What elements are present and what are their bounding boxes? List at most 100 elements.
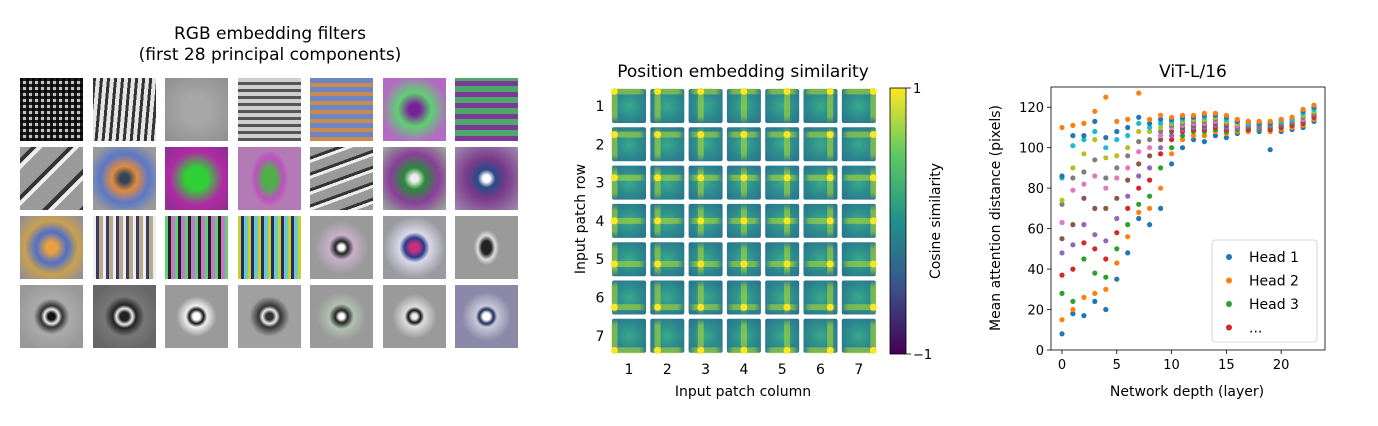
attention-point xyxy=(1114,260,1120,266)
similarity-tile xyxy=(688,318,723,354)
pos-x-ticks: 1 2 3 4 5 6 7 xyxy=(625,362,864,378)
attention-point xyxy=(1267,120,1273,126)
filter-thumbnail xyxy=(20,285,83,348)
attention-point xyxy=(1190,133,1197,139)
attention-point xyxy=(1256,122,1262,128)
filters-title: RGB embedding filters (first 28 principa… xyxy=(40,24,500,66)
similarity-tile xyxy=(841,280,877,315)
attention-point xyxy=(1245,124,1251,131)
attention-point xyxy=(1311,108,1317,114)
similarity-tile xyxy=(688,242,723,277)
similarity-tile xyxy=(688,127,723,162)
attention-point xyxy=(1081,151,1087,157)
vit-y-tick: 0 xyxy=(1036,344,1044,359)
filter-thumbnail xyxy=(92,285,156,348)
attention-point xyxy=(1212,122,1218,128)
pos-x-tick: 5 xyxy=(778,362,787,378)
filter-thumbnail xyxy=(237,78,301,141)
colorbar xyxy=(889,87,907,355)
attention-point xyxy=(1201,133,1207,139)
similarity-tile xyxy=(688,165,723,200)
attention-point xyxy=(1136,201,1142,207)
attention-point xyxy=(1136,149,1142,155)
attention-point xyxy=(1125,222,1131,228)
attention-point xyxy=(1234,122,1240,128)
filter-thumbnail xyxy=(455,78,518,141)
similarity-tile xyxy=(765,280,800,315)
attention-point xyxy=(1278,124,1284,131)
attention-point xyxy=(1278,128,1284,135)
attention-point xyxy=(1169,133,1175,139)
vit-y-tick: 120 xyxy=(1019,101,1044,116)
attention-point xyxy=(1267,118,1273,124)
attention-point xyxy=(1311,110,1317,116)
attention-point xyxy=(1267,122,1273,128)
attention-point xyxy=(1245,126,1251,133)
similarity-tile xyxy=(803,318,838,354)
similarity-tile xyxy=(610,318,646,354)
attention-point xyxy=(1103,145,1109,151)
attention-point xyxy=(1311,102,1317,108)
attention-point xyxy=(1234,124,1240,131)
similarity-tile xyxy=(803,280,838,315)
attention-point xyxy=(1311,110,1317,116)
attention-point xyxy=(1158,145,1164,151)
attention-point xyxy=(1169,120,1175,126)
filter-thumbnail xyxy=(382,216,446,279)
attention-point xyxy=(1311,112,1317,118)
attention-point xyxy=(1125,153,1131,159)
attention-point xyxy=(1300,114,1306,120)
vit-chart-title: ViT-L/16 xyxy=(1159,62,1227,82)
attention-point xyxy=(1223,120,1229,126)
similarity-tile xyxy=(726,203,761,238)
attention-point xyxy=(1300,112,1306,118)
attention-point xyxy=(1125,234,1131,240)
attention-point xyxy=(1311,112,1317,118)
attention-point xyxy=(1212,116,1218,122)
similarity-tile xyxy=(726,165,761,200)
similarity-tile xyxy=(650,87,685,123)
attention-point xyxy=(1278,126,1284,133)
attention-point xyxy=(1169,122,1175,128)
attention-point xyxy=(1245,118,1251,124)
attention-point xyxy=(1081,256,1087,262)
attention-point xyxy=(1125,165,1131,171)
attention-point xyxy=(1201,139,1207,145)
attention-point xyxy=(1158,116,1164,122)
attention-point xyxy=(1092,232,1098,238)
similarity-tile xyxy=(610,165,646,200)
vit-y-ticks: 0 20 40 60 80 100 120 xyxy=(1019,101,1051,359)
similarity-tile xyxy=(610,203,646,238)
filter-thumbnail xyxy=(237,216,301,279)
filter-thumbnail xyxy=(382,285,446,348)
attention-point xyxy=(1169,114,1175,120)
attention-point xyxy=(1190,114,1197,120)
attention-point xyxy=(1212,118,1218,124)
attention-point xyxy=(1092,290,1098,296)
vit-y-tick: 60 xyxy=(1027,223,1044,238)
vit-x-tick: 5 xyxy=(1113,358,1121,373)
attention-point xyxy=(1179,126,1186,133)
attention-point xyxy=(1114,153,1120,159)
attention-point xyxy=(1179,133,1186,139)
attention-point xyxy=(1201,122,1207,128)
legend-entry: Head 2 xyxy=(1226,274,1299,290)
similarity-tile xyxy=(650,318,685,354)
vit-points xyxy=(1059,90,1317,337)
attention-point xyxy=(1256,118,1262,124)
attention-point xyxy=(1289,114,1295,120)
attention-point xyxy=(1059,290,1065,296)
pos-y-tick: 2 xyxy=(596,137,605,153)
attention-point xyxy=(1169,145,1175,151)
attention-point xyxy=(1059,197,1065,203)
attention-point xyxy=(1179,116,1186,122)
similarity-tile xyxy=(610,127,646,162)
attention-point xyxy=(1267,120,1273,126)
attention-point xyxy=(1114,165,1120,171)
pos-chart-title: Position embedding similarity xyxy=(617,62,869,82)
pos-x-tick: 1 xyxy=(625,362,634,378)
similarity-tile xyxy=(650,203,685,238)
similarity-tile xyxy=(726,127,761,162)
attention-point xyxy=(1190,128,1197,135)
attention-point xyxy=(1234,120,1240,126)
